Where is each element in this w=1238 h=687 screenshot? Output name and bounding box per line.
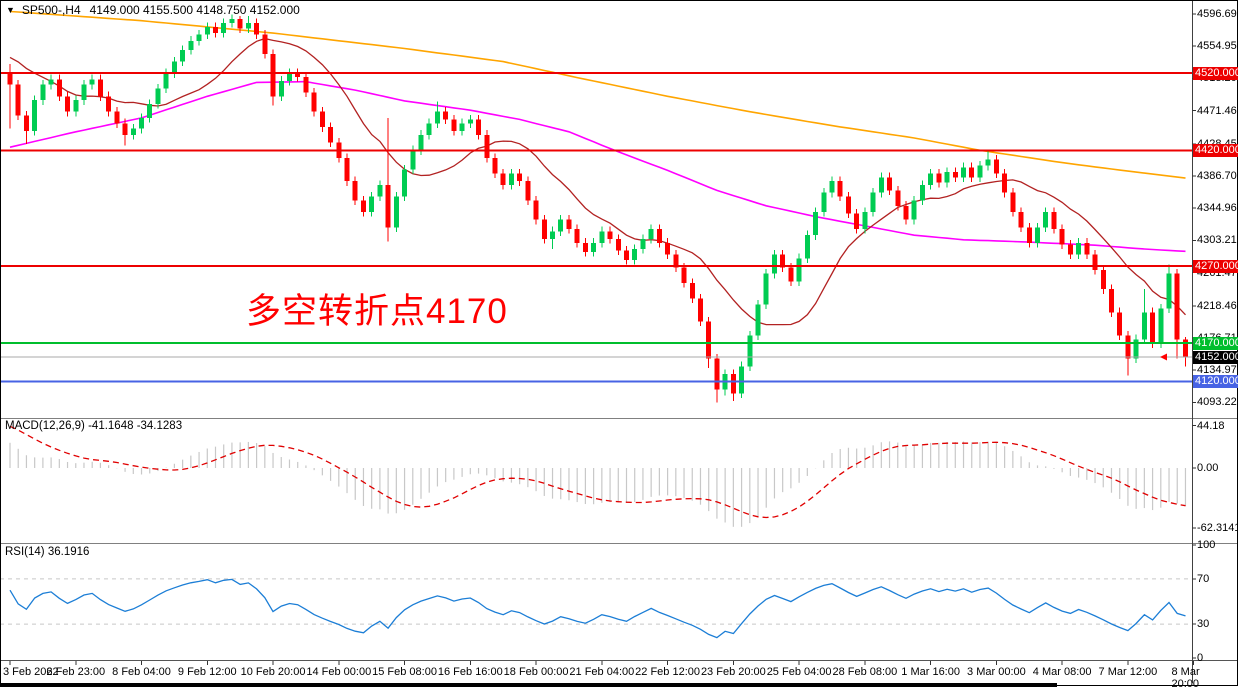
- price-axis-badge: 4152.000: [1193, 350, 1238, 364]
- rsi-axis-label: 30: [1197, 618, 1210, 631]
- ohlc-values: 4149.000 4155.500 4148.750 4152.000: [89, 3, 300, 17]
- time-axis-label: 18 Feb 00:00: [503, 666, 569, 678]
- macd-name: MACD(12,26,9): [5, 420, 85, 432]
- price-axis-badge: 4420.000: [1193, 143, 1238, 157]
- price-axis-label: 4303.215: [1197, 234, 1238, 247]
- price-axis-badge: 4520.000: [1193, 66, 1238, 80]
- time-axis-label: 16 Feb 16:00: [437, 666, 503, 678]
- price-axis-badge: 4270.000: [1193, 259, 1238, 273]
- time-axis-label: 28 Feb 08:00: [832, 666, 898, 678]
- time-axis-label: 10 Feb 20:00: [240, 666, 306, 678]
- rsi-axis-label: 100: [1197, 539, 1216, 551]
- macd-axis-label: 44.18: [1197, 419, 1225, 432]
- macd-indicator-label: MACD(12,26,9) -41.1648 -34.1283: [5, 420, 182, 432]
- time-axis-label: 6 Feb 23:00: [46, 666, 106, 678]
- expand-symbol-panel-icon[interactable]: ▼: [6, 5, 15, 15]
- time-axis-label: 15 Feb 08:00: [372, 666, 437, 678]
- price-axis-label: 4093.225: [1197, 396, 1238, 409]
- chart-annotation-text: 多空转折点4170: [246, 292, 508, 331]
- price-axis-label: 4134.970: [1197, 364, 1238, 377]
- chart-title-bar: ▼ SP500-,H4 4149.000 4155.500 4148.750 415…: [6, 3, 300, 17]
- current-price-arrow: [1160, 353, 1167, 361]
- time-axis-label: 9 Feb 12:00: [177, 666, 237, 678]
- time-axis-label: 8 Feb 04:00: [112, 666, 171, 678]
- macd-values: -41.1648 -34.1283: [88, 420, 183, 432]
- time-axis-label: 4 Mar 08:00: [1032, 666, 1092, 678]
- time-axis-label: 3 Mar 00:00: [967, 666, 1026, 678]
- rsi-axis-label: 0: [1197, 652, 1204, 664]
- rsi-name: RSI(14): [5, 546, 45, 558]
- macd-axis-label: -62.3141: [1197, 521, 1238, 534]
- time-axis-label: 21 Feb 04:00: [569, 666, 635, 678]
- rsi-axis-label: 70: [1197, 572, 1210, 585]
- time-axis-label: 3 Feb 2022: [3, 666, 59, 678]
- time-axis-label: 22 Feb 12:00: [635, 666, 701, 678]
- price-axis-label: 4344.960: [1197, 202, 1238, 215]
- price-axis-label: 4218.460: [1197, 299, 1238, 312]
- price-axis-label: 4471.460: [1197, 104, 1238, 117]
- time-axis-label: 8 Mar 20:00: [1171, 666, 1200, 687]
- time-axis-label: 25 Feb 04:00: [766, 666, 832, 678]
- time-axis-label: 23 Feb 20:00: [700, 666, 766, 678]
- price-axis-badge: 4170.000: [1193, 336, 1238, 350]
- rsi-indicator-label: RSI(14) 36.1916: [5, 546, 89, 558]
- symbol-period-label: SP500-,H4: [21, 3, 81, 17]
- price-axis-label: 4596.695: [1197, 8, 1238, 20]
- time-axis-label: 7 Mar 12:00: [1098, 666, 1158, 678]
- macd-axis-label: 0.00: [1197, 462, 1219, 474]
- time-axis-label: 1 Mar 16:00: [901, 666, 960, 678]
- price-axis-label: 4554.950: [1197, 40, 1238, 53]
- rsi-value: 36.1916: [47, 546, 90, 558]
- price-axis-badge: 4120.000: [1193, 375, 1238, 389]
- price-axis-label: 4386.705: [1197, 169, 1238, 182]
- time-axis-label: 14 Feb 00:00: [306, 666, 372, 678]
